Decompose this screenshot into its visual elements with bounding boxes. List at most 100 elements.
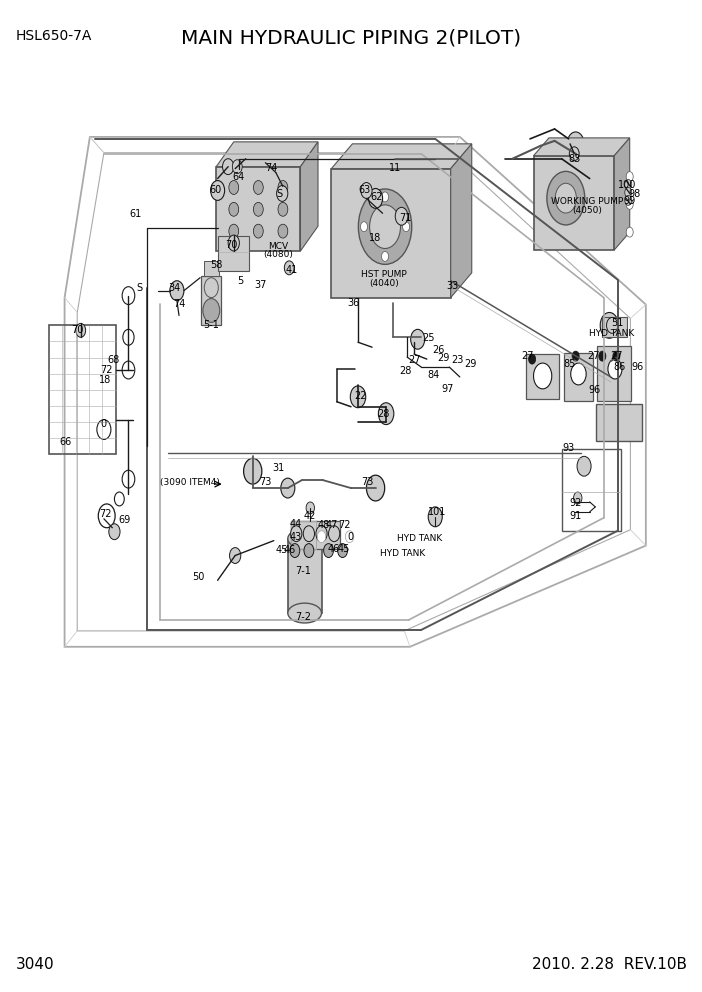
Text: 5-1: 5-1 (204, 320, 219, 330)
Circle shape (625, 187, 632, 197)
Circle shape (600, 312, 618, 338)
Text: (4050): (4050) (572, 205, 602, 215)
Text: 70: 70 (225, 240, 238, 250)
Text: 43: 43 (289, 532, 302, 542)
Text: 74: 74 (265, 163, 278, 173)
Bar (602, 317, 627, 337)
Circle shape (608, 359, 622, 379)
Text: 63: 63 (358, 186, 371, 195)
Circle shape (626, 227, 633, 237)
Circle shape (345, 531, 354, 543)
Text: 47: 47 (325, 520, 338, 530)
Circle shape (381, 192, 388, 202)
Text: (4080): (4080) (263, 250, 293, 260)
Circle shape (324, 544, 333, 558)
Circle shape (229, 181, 239, 194)
Text: 41: 41 (285, 265, 298, 275)
Text: 98: 98 (628, 189, 641, 199)
Circle shape (366, 475, 385, 501)
Bar (291, 521, 316, 549)
Circle shape (317, 531, 326, 543)
Circle shape (170, 281, 184, 301)
Circle shape (109, 524, 120, 540)
Text: 26: 26 (432, 345, 444, 355)
Text: HYD TANK: HYD TANK (397, 534, 442, 544)
Circle shape (626, 199, 633, 209)
Circle shape (607, 317, 618, 333)
Circle shape (244, 458, 262, 484)
Circle shape (369, 188, 383, 208)
Text: 5: 5 (238, 276, 244, 286)
Polygon shape (216, 142, 318, 167)
Text: 42: 42 (303, 511, 316, 521)
Text: 101: 101 (428, 507, 446, 517)
Circle shape (613, 351, 620, 361)
Ellipse shape (288, 603, 322, 623)
Circle shape (369, 205, 400, 249)
Circle shape (76, 323, 86, 337)
Circle shape (290, 544, 300, 558)
Circle shape (98, 504, 115, 528)
Circle shape (625, 180, 632, 189)
Circle shape (253, 202, 263, 216)
Text: 22: 22 (355, 391, 367, 401)
Text: 51: 51 (611, 318, 624, 328)
Circle shape (278, 181, 288, 194)
Circle shape (567, 132, 584, 156)
Polygon shape (451, 144, 472, 298)
Text: 72: 72 (100, 365, 112, 375)
Text: 37: 37 (254, 280, 267, 290)
Circle shape (403, 222, 410, 232)
Text: 31: 31 (272, 463, 285, 473)
Polygon shape (300, 142, 318, 251)
Text: 72: 72 (99, 509, 112, 519)
Bar (331, 169, 451, 298)
Text: 61: 61 (129, 209, 142, 219)
Text: 60: 60 (209, 186, 222, 195)
Circle shape (278, 202, 288, 216)
Text: 18: 18 (369, 233, 382, 243)
Circle shape (316, 526, 327, 542)
Text: 27: 27 (408, 355, 420, 365)
Text: 33: 33 (446, 281, 459, 291)
Text: 70: 70 (71, 325, 84, 335)
Circle shape (625, 195, 632, 205)
Text: 92: 92 (569, 498, 582, 508)
Text: 74: 74 (173, 299, 186, 309)
Text: 34: 34 (168, 283, 181, 293)
Circle shape (569, 147, 579, 161)
Text: 27: 27 (521, 351, 534, 361)
Circle shape (360, 222, 367, 232)
Circle shape (547, 172, 585, 225)
Text: 71: 71 (399, 213, 411, 223)
Text: 0: 0 (347, 532, 353, 542)
Text: 0: 0 (100, 419, 106, 429)
Circle shape (534, 363, 552, 389)
Ellipse shape (288, 529, 322, 549)
Text: 66: 66 (59, 437, 72, 447)
Bar (216, 167, 300, 251)
Circle shape (230, 548, 241, 563)
Text: MAIN HYDRAULIC PIPING 2(PILOT): MAIN HYDRAULIC PIPING 2(PILOT) (181, 29, 521, 48)
Text: 2010. 2.28  REV.10B: 2010. 2.28 REV.10B (531, 957, 687, 972)
Circle shape (303, 526, 314, 542)
Text: 86: 86 (613, 362, 625, 372)
Text: 50: 50 (192, 572, 205, 582)
Text: 97: 97 (442, 384, 454, 394)
Bar (526, 354, 559, 399)
Text: HST PUMP: HST PUMP (361, 270, 407, 280)
Text: 46: 46 (328, 544, 340, 554)
Circle shape (229, 202, 239, 216)
Text: 85: 85 (564, 359, 576, 369)
Text: 69: 69 (118, 515, 131, 525)
Text: 27: 27 (587, 351, 600, 361)
Text: 62: 62 (370, 192, 383, 202)
Text: 100: 100 (618, 180, 636, 189)
Text: 83: 83 (568, 154, 581, 164)
Text: 73: 73 (259, 477, 272, 487)
Circle shape (284, 261, 294, 275)
Circle shape (599, 351, 606, 361)
Circle shape (381, 251, 388, 262)
Bar (291, 521, 340, 549)
Circle shape (228, 235, 239, 251)
